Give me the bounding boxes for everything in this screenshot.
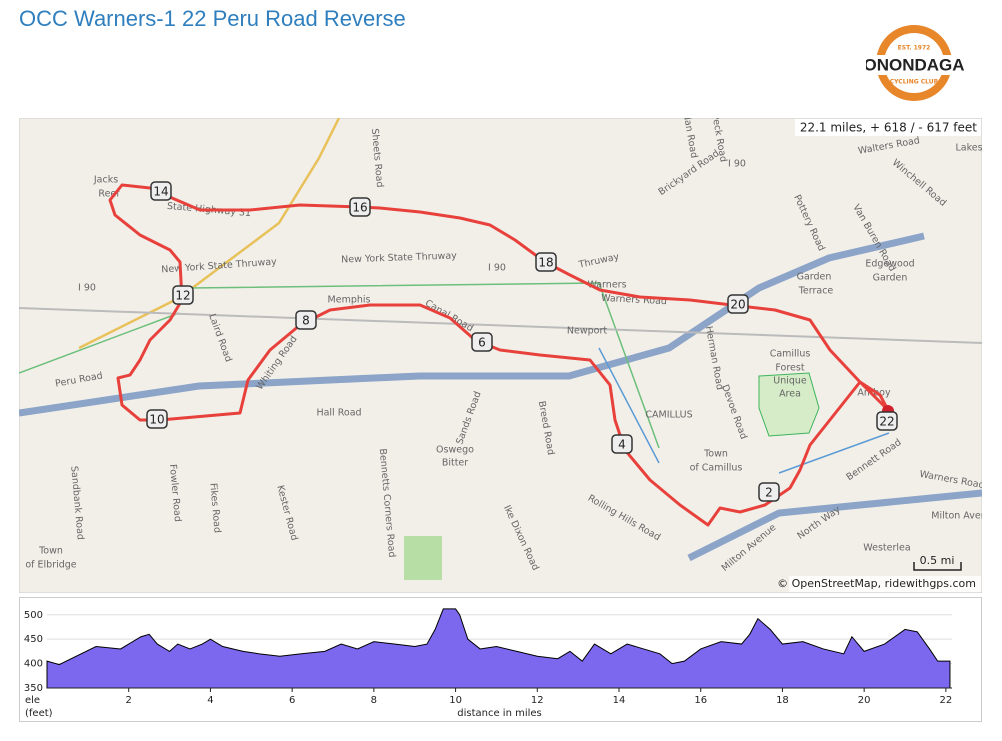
map-label: Edgewood <box>865 259 914 270</box>
map-label: Bitter <box>442 458 468 469</box>
x-tick-label: 8 <box>371 695 377 706</box>
map-label: Lakes <box>955 143 982 154</box>
logo-name: ONONDAGA <box>866 55 965 74</box>
map-label: Fikes Road <box>207 482 222 533</box>
map-label: I 90 <box>78 283 96 294</box>
i90-east <box>687 489 982 562</box>
attribution-box <box>789 576 981 592</box>
x-axis-label: distance in miles <box>457 708 542 719</box>
y-tick-label: 450 <box>24 634 43 645</box>
mile-marker-label: 18 <box>538 256 553 270</box>
title: OCC Warners-1 22 Peru Road Reverse <box>19 6 406 31</box>
map-label: I 90 <box>728 159 746 170</box>
map-label: Memphis <box>328 295 371 306</box>
x-tick-label: 14 <box>613 695 626 706</box>
map-label: New York State Thruway <box>341 250 457 265</box>
map: New York State Thruway New York State Thr… <box>19 118 982 593</box>
mile-marker <box>758 482 780 502</box>
x-tick-label: 22 <box>940 695 953 706</box>
mile-marker-label: 16 <box>352 201 367 215</box>
map-label: Garden <box>797 272 832 283</box>
map-label: Terrace <box>798 286 834 297</box>
map-label: Area <box>779 389 801 400</box>
attribution: © OpenStreetMap, ridewithgps.com <box>777 577 976 590</box>
x-tick-label: 16 <box>694 695 707 706</box>
map-label: Unique <box>773 376 807 387</box>
elevation-area <box>46 608 951 689</box>
map-bg <box>19 118 982 593</box>
map-label: Oswego <box>436 445 474 456</box>
mile-marker <box>727 294 749 314</box>
state-route-31 <box>78 118 341 350</box>
logo: ONONDAGA EST. 1972 CYCLING CLUB <box>866 25 965 101</box>
map-label: Fowler Road <box>167 464 183 523</box>
mile-marker <box>172 285 194 305</box>
map-label: of Camillus <box>690 463 743 474</box>
map-label: Westerlea <box>863 543 910 554</box>
mile-marker-label: 12 <box>175 289 190 303</box>
thruway <box>19 232 925 417</box>
x-tick-label: 12 <box>531 695 544 706</box>
map-label: Warners <box>587 280 626 291</box>
map-label: Sheets Road <box>369 128 385 188</box>
y-tick-label: 350 <box>24 683 43 694</box>
elevation-chart: 350 400 450 500 2 4 6 8 10 12 14 16 18 20 22 distance i… <box>19 597 982 722</box>
map-label: Garden <box>873 273 908 284</box>
logo-band <box>868 55 962 75</box>
x-tick-label: 20 <box>858 695 871 706</box>
mile-marker <box>611 434 633 454</box>
x-tick-label: 2 <box>126 695 132 706</box>
map-label: Town <box>703 449 728 460</box>
map-label: Reef <box>98 189 120 200</box>
mile-marker-label: 6 <box>478 336 486 350</box>
map-label: Milton Aven <box>931 511 982 522</box>
x-tick-label: 4 <box>207 695 213 706</box>
map-label: Forest <box>775 363 804 374</box>
map-label: Town <box>38 546 63 557</box>
map-label: CAMILLUS <box>645 410 692 421</box>
park <box>404 536 442 580</box>
canal-trail <box>19 282 660 449</box>
mile-marker-label: 22 <box>879 415 894 429</box>
y-tick-label: 400 <box>24 659 43 670</box>
mile-marker-label: 14 <box>153 185 168 199</box>
map-label: Jacks <box>93 175 118 186</box>
mile-marker-label: 20 <box>730 298 745 312</box>
mile-marker-label: 10 <box>149 413 164 427</box>
mile-marker <box>146 409 168 429</box>
map-label: Newport <box>567 326 607 337</box>
map-label: Hall Road <box>316 408 361 419</box>
summary-box <box>795 119 981 136</box>
mile-marker <box>535 252 557 272</box>
x-tick-label: 6 <box>289 695 295 706</box>
logo-est: EST. 1972 <box>898 45 931 52</box>
y-axis-label: ele <box>25 695 40 706</box>
map-label: of Elbridge <box>25 560 76 571</box>
logo-club: CYCLING CLUB <box>890 79 939 86</box>
route <box>108 183 890 527</box>
y-axis-unit: (feet) <box>25 708 53 719</box>
mile-marker <box>471 332 493 352</box>
y-tick-label: 500 <box>24 610 43 621</box>
scale-label: 0.5 mi <box>920 554 955 567</box>
mile-marker <box>150 181 172 201</box>
mile-marker-label: 4 <box>618 438 626 452</box>
mile-marker-label: 8 <box>302 314 310 328</box>
x-tick-label: 18 <box>776 695 789 706</box>
map-label: Camillus <box>770 349 811 360</box>
map-label: I 90 <box>488 263 506 274</box>
route-summary: 22.1 miles, + 618 / - 617 feet <box>800 121 977 135</box>
x-tick-label: 10 <box>449 695 462 706</box>
mile-marker <box>349 197 371 217</box>
creek <box>598 347 890 474</box>
mile-marker-label: 2 <box>765 486 773 500</box>
forest <box>758 372 820 437</box>
mile-marker <box>295 310 317 330</box>
scale-bar <box>913 562 962 571</box>
mile-marker <box>876 411 898 431</box>
